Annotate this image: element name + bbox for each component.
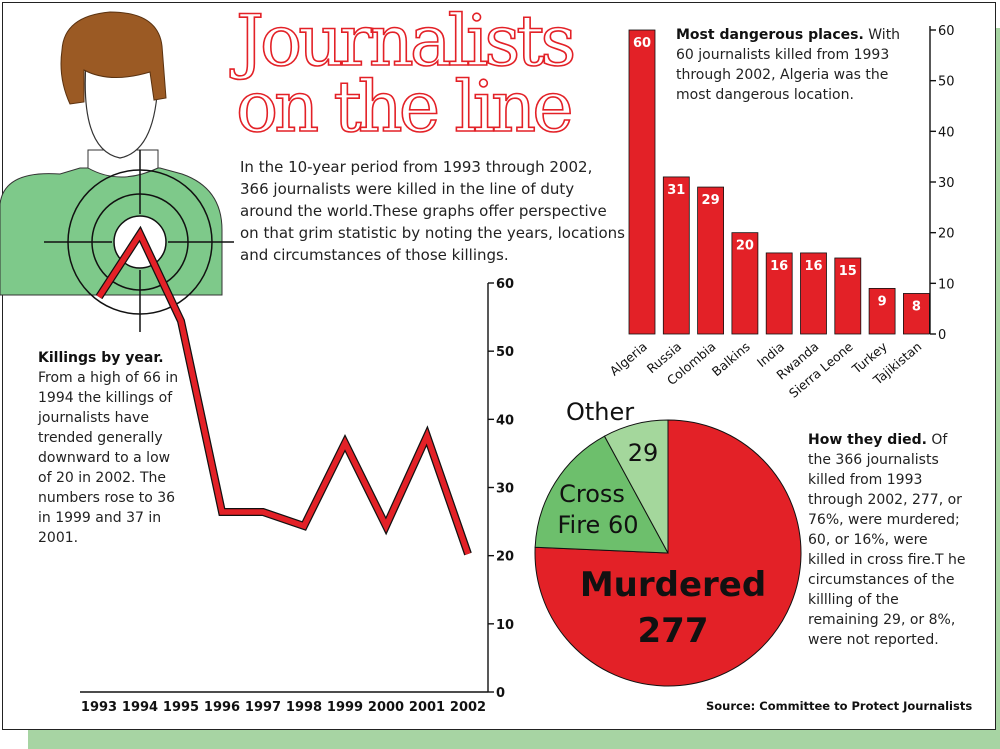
bar-value-label: 8 <box>912 299 921 314</box>
bar-value-label: 16 <box>804 259 822 274</box>
note-by-year-head: Killings by year. <box>38 350 164 366</box>
note-by-year-body: From a high of 66 in 1994 the killings o… <box>38 370 179 546</box>
bar-value-label: 29 <box>702 193 720 208</box>
line-y-tick-label: 0 <box>496 686 505 701</box>
bar <box>834 257 862 335</box>
bar-value-label: 20 <box>736 239 754 254</box>
note-by-year: Killings by year. From a high of 66 in 1… <box>38 348 188 548</box>
bar <box>903 293 930 335</box>
pie-value-murdered: 277 <box>638 611 709 651</box>
line-chart-axis: 0 10 20 30 40 50 60 <box>80 277 514 701</box>
bar-chart-axis: 0 10 20 30 40 50 60 <box>929 24 955 343</box>
bar-y-tick-label: 0 <box>938 328 946 343</box>
bar-value-label: 60 <box>633 36 651 51</box>
pie-label-other: Other <box>566 398 634 426</box>
pie-chart-slices <box>534 419 802 687</box>
series-line <box>96 228 471 555</box>
figure-body <box>0 167 223 296</box>
title-line-1: Journalists <box>235 0 577 82</box>
bar <box>731 232 759 335</box>
line-chart-x-labels: 1993 1994 1995 1996 1997 1998 1999 2000 2001 2002 <box>81 700 486 715</box>
title-line-2: on the line <box>235 66 574 148</box>
line-y-tick-label: 50 <box>496 345 514 360</box>
line-y-tick-label: 20 <box>496 550 514 565</box>
line-x-tick-label: 1995 <box>163 700 199 715</box>
line-x-tick-label: 1996 <box>204 700 240 715</box>
pie-slice <box>603 419 669 554</box>
note-places-body: With 60 journalists killed from 1993 thr… <box>676 27 901 103</box>
line-x-tick-label: 1999 <box>327 700 363 715</box>
bar <box>662 176 690 335</box>
bar-value-label: 31 <box>667 183 685 198</box>
bar-y-tick-label: 40 <box>938 125 955 140</box>
source-credit: Source: Committee to Protect Journalists <box>706 699 973 713</box>
pie-value-other: 29 <box>628 439 659 467</box>
line-y-tick-label: 60 <box>496 277 514 292</box>
note-how-died: How they died. Of the 366 journalists ki… <box>808 430 966 650</box>
figure-hair <box>60 11 167 105</box>
line-y-tick-label: 40 <box>496 413 514 428</box>
bar <box>868 287 896 335</box>
bar-y-tick-label: 60 <box>938 24 955 39</box>
note-places-head: Most dangerous places. <box>676 27 864 43</box>
bar <box>628 29 656 335</box>
pie-slice <box>534 435 669 554</box>
bar <box>765 252 793 335</box>
pie-label-cross-fire-2: Fire 60 <box>557 511 638 539</box>
bar-y-tick-label: 10 <box>938 277 955 292</box>
line-x-tick-label: 1994 <box>122 700 158 715</box>
bar <box>800 252 827 335</box>
infographic-card <box>2 2 996 730</box>
note-places: Most dangerous places. With 60 journalis… <box>676 25 908 105</box>
page-title: Journalists on the line <box>235 0 577 148</box>
pie-label-cross-fire-1: Cross <box>559 480 625 508</box>
bar-value-label: 15 <box>839 264 857 279</box>
line-x-tick-label: 1997 <box>245 700 281 715</box>
bar-value-label: 16 <box>770 259 788 274</box>
line-y-tick-label: 10 <box>496 618 514 633</box>
line-x-tick-label: 2000 <box>368 700 404 715</box>
line-x-tick-label: 2001 <box>409 700 445 715</box>
intro-text: In the 10-year period from 1993 through … <box>240 158 625 264</box>
bar-value-label: 9 <box>878 294 887 309</box>
line-x-tick-label: 2002 <box>450 700 486 715</box>
bar-y-tick-label: 50 <box>938 75 955 90</box>
note-how-died-body: Of the 366 journalists killed from 1993 … <box>808 432 966 648</box>
line-x-tick-label: 1998 <box>286 700 322 715</box>
line-y-tick-label: 30 <box>496 482 514 497</box>
bar <box>697 186 724 335</box>
note-how-died-head: How they died. <box>808 432 927 448</box>
bar-y-tick-label: 30 <box>938 176 955 191</box>
bar-y-tick-label: 20 <box>938 227 955 242</box>
pie-label-murdered: Murdered <box>580 565 766 605</box>
line-x-tick-label: 1993 <box>81 700 117 715</box>
